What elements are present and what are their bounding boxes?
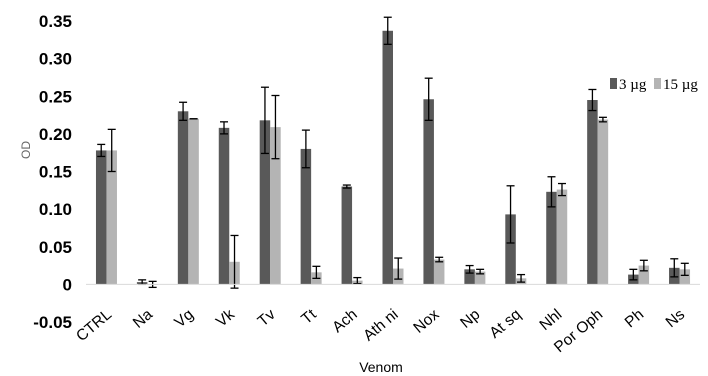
y-tick-label: -0.05 [33,313,72,332]
error-bar [629,268,638,281]
error-bar [179,101,188,121]
bar-series1-nhl [546,191,557,285]
bars [95,30,691,285]
bar-series2-ns [679,269,691,285]
error-bar [312,265,321,280]
y-tick-label: 0.10 [39,200,72,219]
legend-swatch-series2 [654,78,661,89]
bar-series2-por-oph [597,119,609,285]
error-bar [476,268,485,275]
legend: 3 µg 15 µg [610,77,698,93]
error-bar [465,264,474,274]
bar-series2-nox [433,259,445,285]
legend-label-series2: 15 µg [663,77,698,93]
bar-series1-nox [423,99,434,285]
error-bar [557,182,566,197]
error-bar [588,88,597,112]
error-bar [383,16,392,45]
x-tick-label: Na [130,306,156,332]
x-tick-label: At sq [486,306,524,342]
error-bar [435,256,444,263]
error-bar [220,121,229,135]
error-bar [517,273,526,283]
error-bar [271,94,280,160]
bar-series2-np [474,271,486,285]
bar-series1-np [464,269,475,285]
x-tick-label: Tv [255,306,279,330]
x-tick-label: CTRL [73,306,115,345]
error-bar [424,77,433,121]
x-tick-label: Nox [410,306,442,337]
error-bar [670,258,679,278]
y-tick-label: 0.35 [39,12,72,31]
bar-series1-at-sq [505,214,516,285]
legend-swatch-series1 [610,78,617,89]
bar-series1-vk [218,127,230,285]
y-tick-label: 0.05 [39,238,72,257]
x-axis-title: Venom [359,359,403,375]
x-axis-tick-labels: CTRL Na Vg Vk Tv Tt Ach Ath ni Nox Np At sq NhlPor … [73,306,688,357]
x-tick-label: Vg [171,306,196,331]
error-bar [301,129,310,169]
error-bar [547,176,556,208]
y-axis-tick-labels: -0.05 0 0.05 0.10 0.15 0.20 0.25 0.30 0.35 [33,12,72,332]
x-tick-label: Ath ni [360,306,401,345]
bar-series1-ach [341,186,353,285]
error-bar [97,143,106,158]
bar-series1-por-oph [587,100,598,285]
y-tick-label: 0.30 [39,50,72,69]
error-bar [394,257,403,280]
y-tick-label: 0.15 [39,163,72,182]
bar-series2-nhl [556,189,568,285]
bar-series1-ctrl [95,150,107,285]
x-tick-label: Ph [622,306,647,331]
bar-series1-tt [300,148,312,285]
bar-series1-tv [259,120,271,285]
error-bar [506,185,515,244]
x-tick-label: Tt [298,306,320,328]
bar-series1-ath-ni [382,30,393,285]
bar-series2-vg [188,118,199,285]
error-bar [598,116,607,123]
bar-series2-ctrl [106,150,117,285]
y-axis-title: OD [19,141,33,159]
y-tick-label: 0 [63,275,72,294]
error-bar [639,259,648,272]
x-tick-label: Nhl [537,306,566,334]
x-tick-label: Np [457,306,483,332]
bar-series2-tv [270,127,281,285]
error-bar [260,86,269,155]
legend-label-series1: 3 µg [619,77,647,93]
error-bar [353,276,362,285]
x-tick-label: Ns [663,306,689,331]
y-tick-label: 0.25 [39,87,72,106]
error-bar [680,262,689,276]
y-tick-label: 0.20 [39,125,72,144]
error-bar [107,128,116,173]
bar-series1-vg [177,111,189,285]
x-tick-label: Ach [329,306,360,336]
x-tick-label: Vk [213,306,238,331]
bar-series2-ph [638,265,650,285]
error-bar [230,234,239,289]
error-bar [342,184,351,189]
